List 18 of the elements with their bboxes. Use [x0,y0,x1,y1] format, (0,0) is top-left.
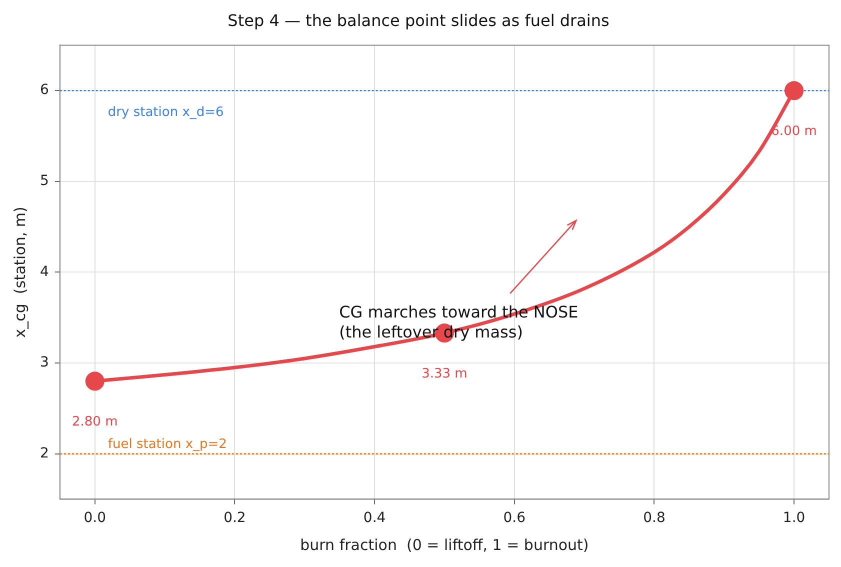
y-tick-label: 6 [40,82,49,98]
y-tick-label: 2 [40,445,49,462]
x-tick-label: 0.6 [503,510,526,526]
x-tick-label: 0.2 [224,510,246,526]
ref-line-label: fuel station x_p=2 [108,437,227,452]
y-tick-label: 5 [40,173,49,190]
ref-line-label: dry station x_d=6 [108,104,224,120]
y-tick-label: 3 [40,354,49,371]
chart-title: Step 4 — the balance point slides as fuel drains [228,10,610,30]
y-tick-label: 4 [40,264,49,280]
x-tick-label: 1.0 [782,510,806,526]
x-axis-title: burn fraction (0 = liftoff, 1 = burnout) [300,536,589,554]
x-tick-label: 0.0 [84,510,106,526]
data-label: 3.33 m [422,366,468,382]
x-tick-label: 0.8 [643,510,666,526]
y-axis-title: x_cg (station, m) [10,206,29,338]
data-label: 2.80 m [72,414,118,430]
x-tick-label: 0.4 [363,510,386,526]
